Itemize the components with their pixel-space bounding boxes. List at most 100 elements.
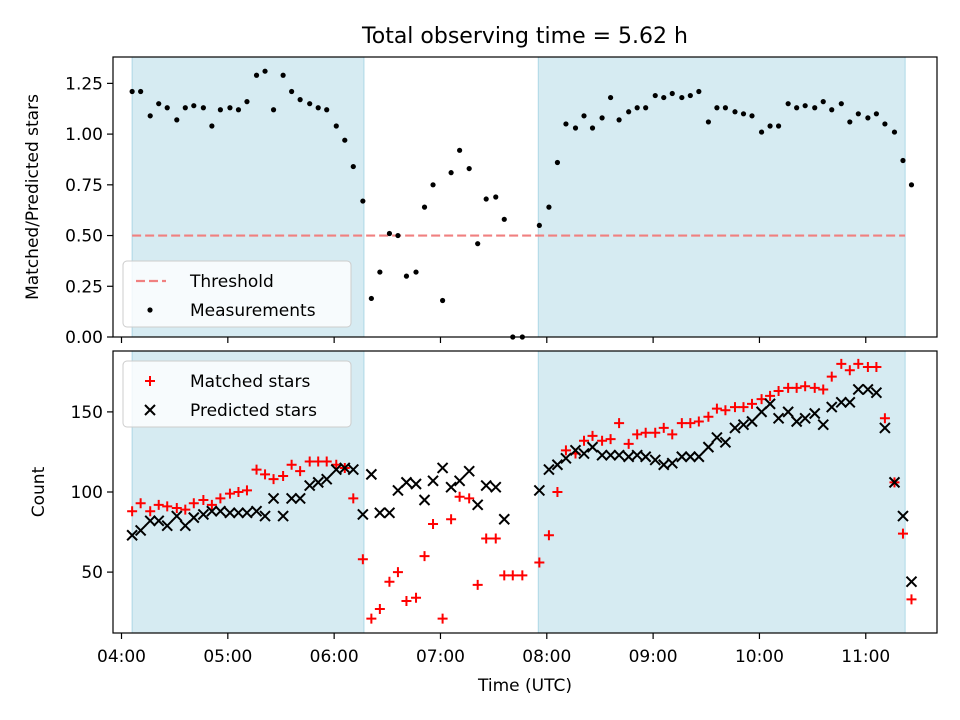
measurement-point xyxy=(563,121,569,127)
measurement-point xyxy=(652,92,658,99)
matched-star-point xyxy=(206,499,217,510)
predicted-star-point xyxy=(463,465,475,477)
predicted-star-point xyxy=(649,454,661,466)
predicted-star-point xyxy=(206,505,218,517)
predicted-star-point xyxy=(737,418,750,431)
measurement-point xyxy=(200,105,206,111)
legend-matched-swatch xyxy=(145,376,155,386)
predicted-star-point xyxy=(161,519,173,532)
predicted-star-point xyxy=(134,524,147,537)
matched-star-point xyxy=(321,456,332,467)
matched-star-point xyxy=(650,427,661,438)
matched-star-point xyxy=(446,514,457,525)
predicted-star-point xyxy=(294,492,306,505)
legend-box xyxy=(122,360,352,428)
matched-star-point xyxy=(251,464,262,475)
measurement-point xyxy=(546,204,552,210)
matched-star-point xyxy=(632,429,643,440)
predicted-star-point xyxy=(551,459,564,471)
predicted-star-point xyxy=(400,476,413,489)
matched-star-point xyxy=(153,499,164,510)
measurement-point xyxy=(802,103,808,109)
legend-label: Measurements xyxy=(190,301,316,321)
x-axis-label: Time (UTC) xyxy=(477,676,572,696)
measurement-point xyxy=(855,111,861,117)
matched-star-point xyxy=(685,418,696,429)
predicted-star-point xyxy=(171,510,183,522)
predicted-star-point xyxy=(259,510,271,522)
predicted-star-point xyxy=(746,415,758,428)
matched-star-point xyxy=(366,613,377,624)
predicted-star-point xyxy=(436,462,449,474)
measurement-point xyxy=(253,72,260,78)
measurement-point xyxy=(820,99,826,105)
matched-star-point xyxy=(836,358,847,369)
predicted-star-point xyxy=(578,447,590,460)
matched-star-point xyxy=(897,528,908,539)
matched-star-point xyxy=(826,371,837,382)
matched-star-point xyxy=(278,470,289,481)
matched-star-point xyxy=(384,576,395,587)
predicted-star-point xyxy=(365,468,378,481)
legend-label: Predicted stars xyxy=(190,401,317,421)
measurement-point xyxy=(626,109,632,115)
matched-star-point xyxy=(534,557,545,568)
predicted-star-point xyxy=(330,463,342,476)
measurement-point xyxy=(891,129,898,135)
matched-star-point xyxy=(188,498,199,509)
measurement-point xyxy=(430,182,436,188)
measurement-point xyxy=(377,269,383,275)
predicted-star-point xyxy=(613,449,625,461)
measurement-point xyxy=(767,123,773,129)
measurement-point xyxy=(599,115,605,121)
matched-star-point xyxy=(162,501,173,512)
measurement-point xyxy=(368,295,374,302)
y-tick-label: 0.75 xyxy=(65,176,103,196)
matched-star-point xyxy=(464,493,475,504)
predicted-star-point xyxy=(250,505,263,517)
measurement-point xyxy=(865,115,871,121)
matched-star-point xyxy=(392,567,403,578)
x-tick-label: 05:00 xyxy=(203,647,252,667)
matched-star-point xyxy=(791,382,802,393)
matched-star-point xyxy=(711,403,722,414)
matched-star-point xyxy=(862,362,873,373)
y-tick-label: 50 xyxy=(81,563,103,583)
matched-star-point xyxy=(729,402,740,413)
predicted-star-point xyxy=(719,436,732,449)
predicted-star-point xyxy=(826,401,838,413)
predicted-star-point xyxy=(418,494,431,506)
matched-star-point xyxy=(357,554,368,565)
measurement-point xyxy=(315,105,321,111)
measurement-point xyxy=(448,170,454,176)
predicted-star-point xyxy=(790,415,803,428)
measurement-point xyxy=(395,232,401,239)
measurement-point xyxy=(687,92,693,99)
matched-star-point xyxy=(614,418,625,429)
matched-star-point xyxy=(676,418,687,429)
measurement-point xyxy=(475,241,481,247)
x-tick-label: 11:00 xyxy=(841,647,890,667)
measurement-point xyxy=(270,107,277,113)
measurement-point xyxy=(838,101,844,107)
predicted-star-point xyxy=(357,508,369,521)
shaded-interval xyxy=(537,350,906,634)
matched-star-point xyxy=(286,459,297,470)
matched-star-point xyxy=(809,382,820,393)
y-tick-label: 150 xyxy=(71,403,103,423)
y-tick-label: 1.25 xyxy=(65,74,103,94)
predicted-star-point xyxy=(852,383,865,396)
predicted-star-point xyxy=(321,473,333,485)
predicted-star-point xyxy=(560,452,572,465)
matched-star-point xyxy=(241,485,252,496)
matched-star-point xyxy=(428,519,439,530)
measurement-point xyxy=(643,105,649,111)
measurement-point xyxy=(174,117,180,123)
x-tick-label: 07:00 xyxy=(416,647,465,667)
y-tick-label: 100 xyxy=(71,483,103,503)
predicted-star-point xyxy=(471,499,484,511)
measurement-point xyxy=(705,119,712,125)
predicted-star-point xyxy=(817,418,829,431)
measurement-point xyxy=(421,204,428,210)
predicted-star-point xyxy=(445,481,457,493)
